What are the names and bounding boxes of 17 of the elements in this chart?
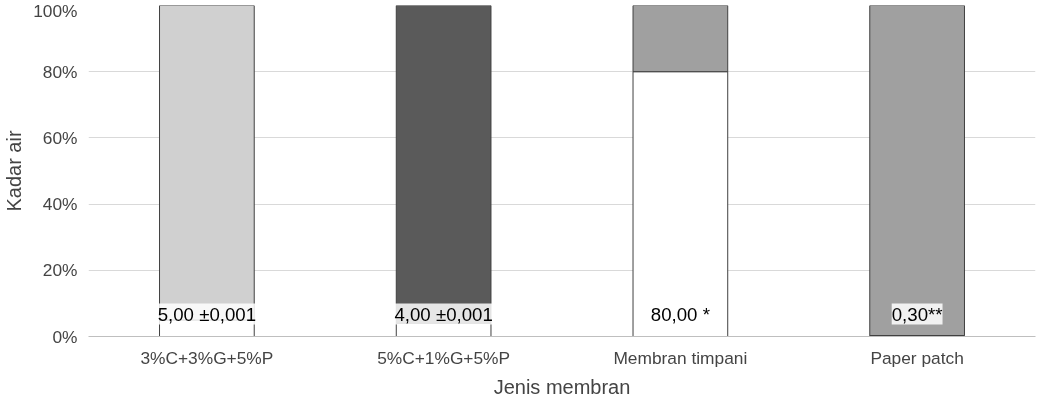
y-tick-label: 0% [52,326,78,347]
y-axis-title: Kadar air [3,130,26,212]
data-label: 4,00 ±0,001 [394,303,493,325]
x-tick-label: Paper patch [870,347,964,368]
data-label: 80,00 * [650,303,710,325]
y-tick-label: 80% [42,61,78,82]
y-tick-label: 20% [42,260,78,281]
y-tick-label: 100% [33,0,78,21]
bar [869,5,965,337]
x-tick-label: 3%C+3%G+5%P [140,347,274,368]
x-tick-label: Membran timpani [613,347,748,368]
data-label: 5,00 ±0,001 [157,303,257,325]
y-tick-label: 40% [42,194,78,215]
data-label: 0,30** [891,303,943,325]
y-tick-label: 60% [42,127,78,148]
x-axis-title: Jenis membran [493,375,631,398]
x-tick-label: 5%C+1%G+5%P [377,347,511,368]
